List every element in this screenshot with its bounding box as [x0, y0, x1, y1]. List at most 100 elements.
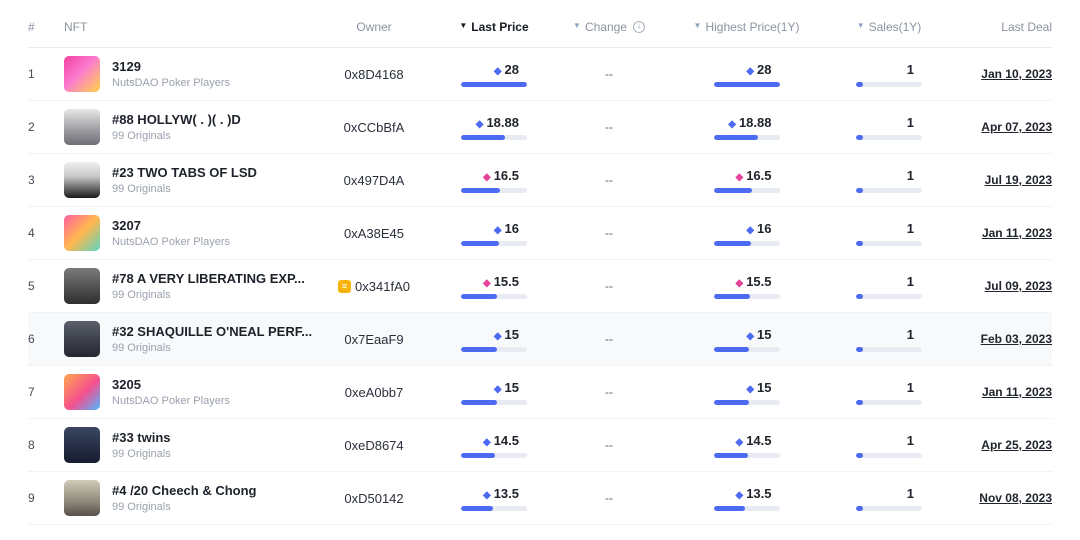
nft-collection[interactable]: 99 Originals [112, 130, 171, 142]
nft-cell[interactable]: #88 HOLLYW( . )( . )D 99 Originals [64, 109, 314, 145]
nft-thumbnail[interactable] [64, 215, 100, 251]
nft-cell[interactable]: #23 TWO TABS OF LSD 99 Originals [64, 162, 314, 198]
nft-thumbnail[interactable] [64, 427, 100, 463]
nft-collection[interactable]: 99 Originals [112, 289, 171, 301]
owner-address[interactable]: 0xA38E45 [344, 225, 404, 241]
table-row[interactable]: 8 #33 twins 99 Originals ≡ 0xeD8674 ◆14.… [28, 419, 1052, 472]
last-deal-link[interactable]: Feb 03, 2023 [980, 332, 1052, 346]
nft-name[interactable]: #78 A VERY LIBERATING EXP... [112, 271, 305, 286]
last-price-box: ◆ 28 [461, 62, 527, 87]
last-price-bar [461, 346, 527, 352]
owner-cell[interactable]: ≡ 0x7EaaF9 [314, 332, 434, 347]
nft-name[interactable]: 3207 [112, 218, 141, 233]
nft-thumbnail[interactable] [64, 56, 100, 92]
nft-cell[interactable]: 3205 NutsDAO Poker Players [64, 374, 314, 410]
nft-name[interactable]: #32 SHAQUILLE O'NEAL PERF... [112, 324, 313, 339]
highest-price-value: ◆ 18.88 [714, 115, 780, 130]
nft-collection[interactable]: NutsDAO Poker Players [112, 236, 230, 248]
col-change[interactable]: ▼ Change i [554, 20, 664, 34]
last-deal-link[interactable]: Apr 25, 2023 [981, 438, 1052, 452]
nft-name[interactable]: #33 twins [112, 430, 171, 445]
table-row[interactable]: 7 3205 NutsDAO Poker Players ≡ 0xeA0bb7 … [28, 366, 1052, 419]
nft-collection[interactable]: 99 Originals [112, 183, 171, 195]
sales-bar [856, 187, 922, 193]
highest-price-cell: ◆ 15 [664, 327, 829, 352]
nft-name[interactable]: #88 HOLLYW( . )( . )D [112, 112, 241, 127]
nft-collection[interactable]: 99 Originals [112, 342, 171, 354]
nft-cell[interactable]: #32 SHAQUILLE O'NEAL PERF... 99 Original… [64, 321, 314, 357]
last-deal-link[interactable]: Nov 08, 2023 [979, 491, 1052, 505]
owner-address[interactable]: 0xeA0bb7 [344, 384, 404, 400]
last-deal-link[interactable]: Jul 19, 2023 [984, 173, 1052, 187]
last-price-cell: ◆ 28 [434, 62, 554, 87]
nft-collection[interactable]: 99 Originals [112, 448, 171, 460]
sort-icon[interactable]: ▼ [693, 20, 702, 30]
highest-price-box: ◆ 16 [713, 221, 780, 246]
nft-thumbnail[interactable] [64, 268, 100, 304]
nft-cell[interactable]: 3129 NutsDAO Poker Players [64, 56, 314, 92]
table-row[interactable]: 2 #88 HOLLYW( . )( . )D 99 Originals ≡ 0… [28, 101, 1052, 154]
info-icon[interactable]: i [632, 20, 645, 33]
owner-address[interactable]: 0x341fA0 [355, 278, 410, 294]
sort-desc-icon[interactable]: ▼ [459, 20, 468, 30]
nft-name[interactable]: 3129 [112, 59, 141, 74]
owner-address[interactable]: 0xeD8674 [344, 437, 404, 453]
nft-collection[interactable]: NutsDAO Poker Players [112, 395, 230, 407]
table-row[interactable]: 1 3129 NutsDAO Poker Players ≡ 0x8D4168 … [28, 48, 1052, 101]
nft-name[interactable]: 3205 [112, 377, 141, 392]
highest-price-bar [713, 399, 780, 405]
table-row[interactable]: 5 #78 A VERY LIBERATING EXP... 99 Origin… [28, 260, 1052, 313]
nft-cell[interactable]: 3207 NutsDAO Poker Players [64, 215, 314, 251]
table-row[interactable]: 6 #32 SHAQUILLE O'NEAL PERF... 99 Origin… [28, 313, 1052, 366]
owner-cell[interactable]: ≡ 0xD50142 [314, 491, 434, 506]
nft-thumbnail[interactable] [64, 109, 100, 145]
eth-gem-icon: ◆ [475, 118, 484, 130]
owner-cell[interactable]: ≡ 0xA38E45 [314, 226, 434, 241]
nft-cell[interactable]: #78 A VERY LIBERATING EXP... 99 Original… [64, 268, 314, 304]
last-deal-link[interactable]: Jan 11, 2023 [981, 226, 1052, 240]
owner-cell[interactable]: ≡ 0xeD8674 [314, 438, 434, 453]
nft-thumbnail[interactable] [64, 374, 100, 410]
table-row[interactable]: 4 3207 NutsDAO Poker Players ≡ 0xA38E45 … [28, 207, 1052, 260]
owner-address[interactable]: 0xD50142 [344, 490, 404, 506]
last-deal-link[interactable]: Apr 07, 2023 [981, 120, 1052, 134]
nft-name[interactable]: #4 /20 Cheech & Chong [112, 483, 257, 498]
nft-cell[interactable]: #4 /20 Cheech & Chong 99 Originals [64, 480, 314, 516]
owner-cell[interactable]: ≡ 0x8D4168 [314, 67, 434, 82]
sort-icon[interactable]: ▼ [856, 20, 865, 30]
owner-address[interactable]: 0x7EaaF9 [344, 331, 404, 347]
owner-cell[interactable]: ≡ 0xeA0bb7 [314, 385, 434, 400]
owner-address[interactable]: 0x8D4168 [344, 66, 404, 82]
highest-price-bar-fill [713, 81, 780, 87]
owner-cell[interactable]: ≡ 0x497D4A [314, 173, 434, 188]
last-deal-link[interactable]: Jul 09, 2023 [984, 279, 1052, 293]
sort-icon[interactable]: ▼ [573, 20, 581, 30]
nft-thumbnail[interactable] [64, 480, 100, 516]
col-highest-price[interactable]: ▼ Highest Price(1Y) [664, 20, 829, 34]
last-deal-link[interactable]: Jan 10, 2023 [981, 67, 1052, 81]
owner-cell[interactable]: ≡ 0xCCbBfA [314, 120, 434, 135]
last-deal-link[interactable]: Jan 11, 2023 [981, 385, 1052, 399]
eth-gem-icon: ◆ [746, 65, 755, 77]
col-last-price[interactable]: ▼ Last Price [434, 20, 554, 34]
sales-cell: 1 [829, 168, 949, 193]
table-row[interactable]: 3 #23 TWO TABS OF LSD 99 Originals ≡ 0x4… [28, 154, 1052, 207]
sales-bar-fill [856, 134, 863, 140]
col-sales[interactable]: ▼ Sales(1Y) [829, 20, 949, 34]
last-price-cell: ◆ 14.5 [434, 433, 554, 458]
nft-meta: #4 /20 Cheech & Chong 99 Originals [112, 483, 256, 513]
nft-cell[interactable]: #33 twins 99 Originals [64, 427, 314, 463]
nft-name[interactable]: #23 TWO TABS OF LSD [112, 165, 257, 180]
owner-address[interactable]: 0xCCbBfA [343, 119, 405, 135]
nft-thumbnail[interactable] [64, 162, 100, 198]
owner-cell[interactable]: ≡ 0x341fA0 [314, 279, 434, 294]
nft-collection[interactable]: 99 Originals [112, 501, 171, 513]
highest-price-bar-fill [713, 399, 750, 405]
highest-price-box: ◆ 28 [713, 62, 780, 87]
table-row[interactable]: 9 #4 /20 Cheech & Chong 99 Originals ≡ 0… [28, 472, 1052, 525]
nft-collection[interactable]: NutsDAO Poker Players [112, 77, 230, 89]
rank-cell: 1 [28, 67, 35, 81]
owner-address[interactable]: 0x497D4A [343, 172, 405, 188]
rank-cell: 9 [28, 491, 35, 505]
nft-thumbnail[interactable] [64, 321, 100, 357]
